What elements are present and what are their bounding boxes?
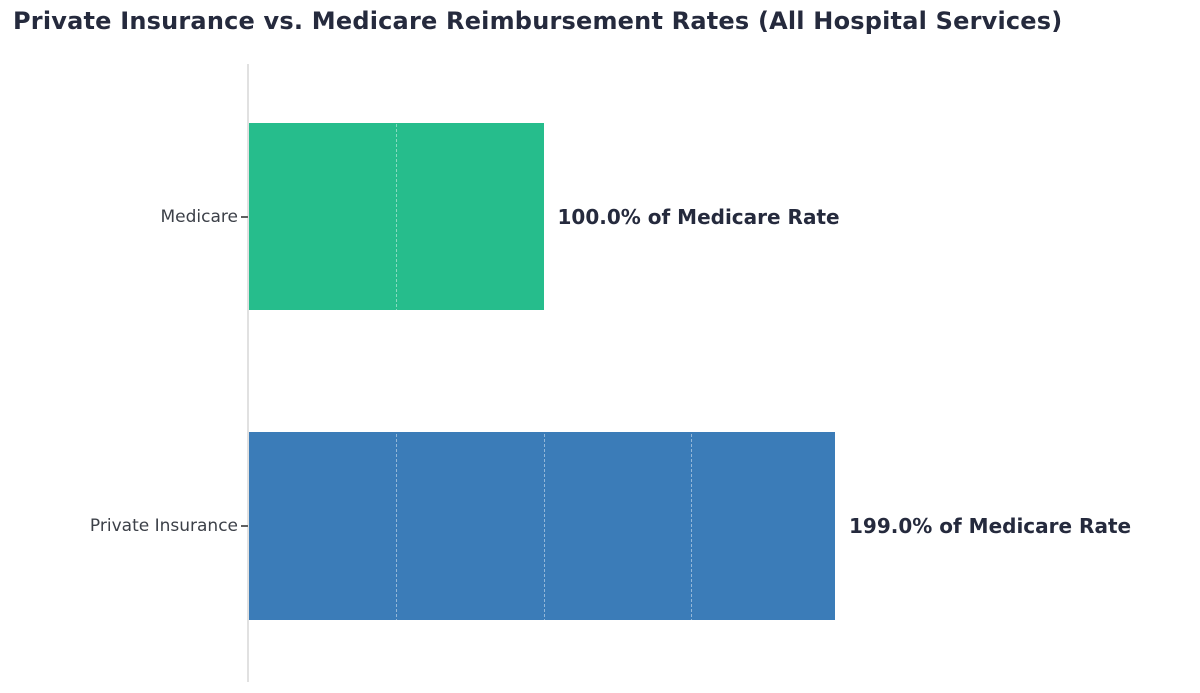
y-axis-line xyxy=(247,64,249,682)
bar-private-insurance xyxy=(249,432,835,620)
y-tick-label-private-insurance: Private Insurance xyxy=(89,516,238,536)
bar-medicare xyxy=(249,123,544,310)
x-gridline xyxy=(396,64,398,682)
y-tick-mark-medicare xyxy=(241,215,248,218)
y-tick-label-medicare: Medicare xyxy=(160,206,238,227)
bar-value-label-private-insurance: 199.0% of Medicare Rate xyxy=(849,514,1132,538)
x-gridline xyxy=(690,64,692,682)
y-tick-mark-private-insurance xyxy=(241,525,248,527)
bar-value-label-medicare: 100.0% of Medicare Rate xyxy=(557,204,840,229)
x-gridline xyxy=(543,64,545,682)
chart-title: Private Insurance vs. Medicare Reimburse… xyxy=(13,7,1063,35)
